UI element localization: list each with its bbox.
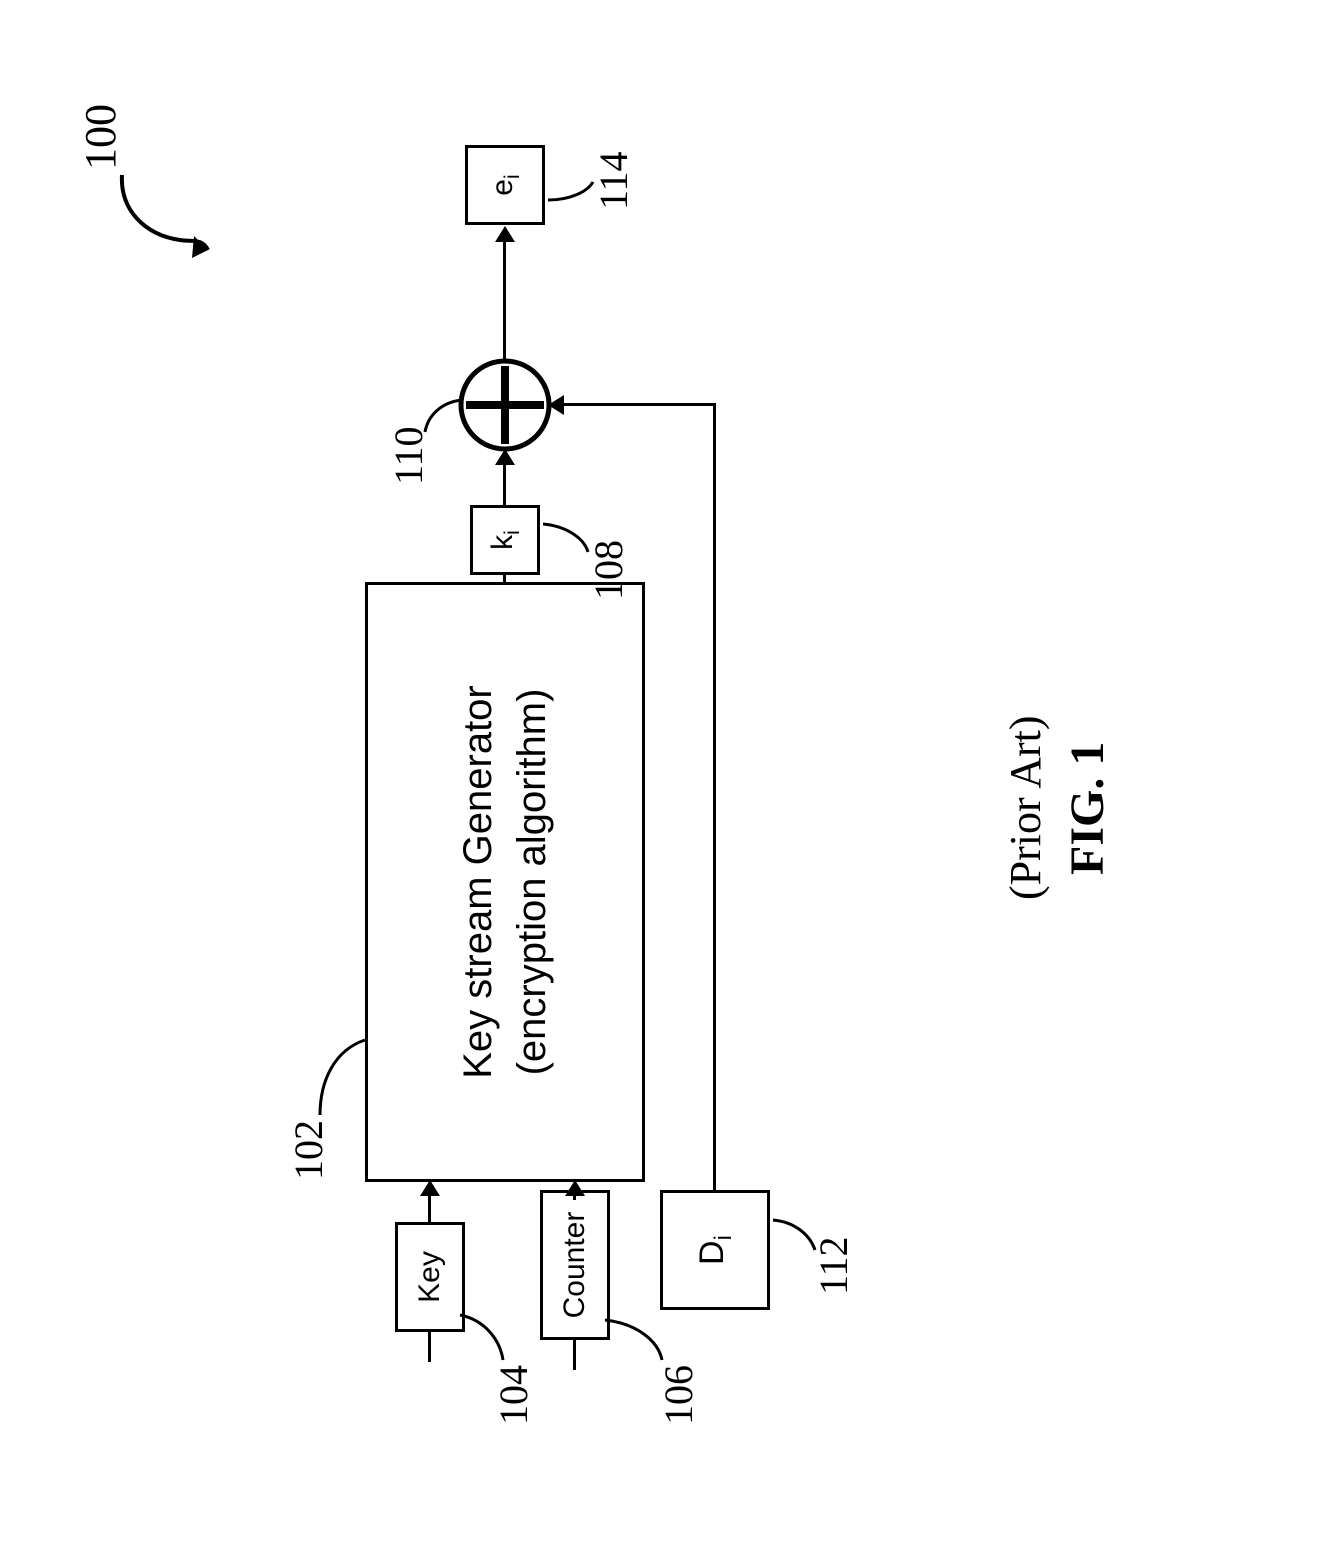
- keystream-generator-line1: Key stream Generator: [451, 685, 505, 1079]
- line-di-v: [563, 403, 716, 406]
- stub-into-key: [428, 1332, 431, 1362]
- keystream-generator-text: Key stream Generator (encryption algorit…: [451, 685, 559, 1079]
- leader-106: [600, 1310, 670, 1365]
- ei-block-text: ei: [486, 174, 525, 195]
- line-di-h: [713, 403, 716, 1190]
- data-block-text: Di: [693, 1235, 738, 1265]
- leader-104: [455, 1305, 510, 1365]
- counter-block-text: Counter: [558, 1212, 592, 1319]
- xor-node: [458, 358, 552, 452]
- leader-108: [540, 515, 595, 560]
- keystream-generator-block: Key stream Generator (encryption algorit…: [365, 582, 645, 1182]
- ki-block: ki: [470, 505, 540, 575]
- caption-fig: FIG. 1: [1060, 742, 1115, 875]
- ki-block-text: ki: [486, 530, 525, 550]
- ei-block: ei: [465, 145, 545, 225]
- caption-prior-art: (Prior Art): [1000, 715, 1051, 900]
- arrow-di-to-xor-head: [548, 395, 564, 415]
- ref-label-106: 106: [655, 1365, 702, 1425]
- leader-110: [420, 390, 465, 440]
- ref-label-104: 104: [490, 1365, 537, 1425]
- arrow-key-to-gen-head: [420, 1180, 440, 1196]
- line-gen-to-ki: [503, 575, 506, 582]
- leader-112: [770, 1210, 820, 1260]
- data-block: Di: [660, 1190, 770, 1310]
- stub-into-counter: [573, 1340, 576, 1370]
- leader-114: [545, 160, 600, 210]
- ref-label-102: 102: [285, 1120, 332, 1180]
- arrow-ki-to-xor-line: [503, 463, 506, 505]
- figure-holder: 100 Key stream Generator (encryption alg…: [0, 0, 1343, 1560]
- arrow-ki-to-xor-head: [495, 449, 515, 465]
- arrow-counter-to-gen-head: [565, 1180, 585, 1196]
- figure-stage: 100 Key stream Generator (encryption alg…: [0, 0, 1343, 1560]
- leader-102: [310, 1030, 370, 1120]
- keystream-generator-line2: (encryption algorithm): [505, 685, 559, 1079]
- curly-arrow-100: [110, 150, 220, 270]
- key-block-text: Key: [413, 1251, 447, 1303]
- arrow-xor-to-ei-head: [495, 226, 515, 242]
- arrow-xor-to-ei-line: [503, 240, 506, 360]
- arrow-key-to-gen-line: [428, 1194, 431, 1222]
